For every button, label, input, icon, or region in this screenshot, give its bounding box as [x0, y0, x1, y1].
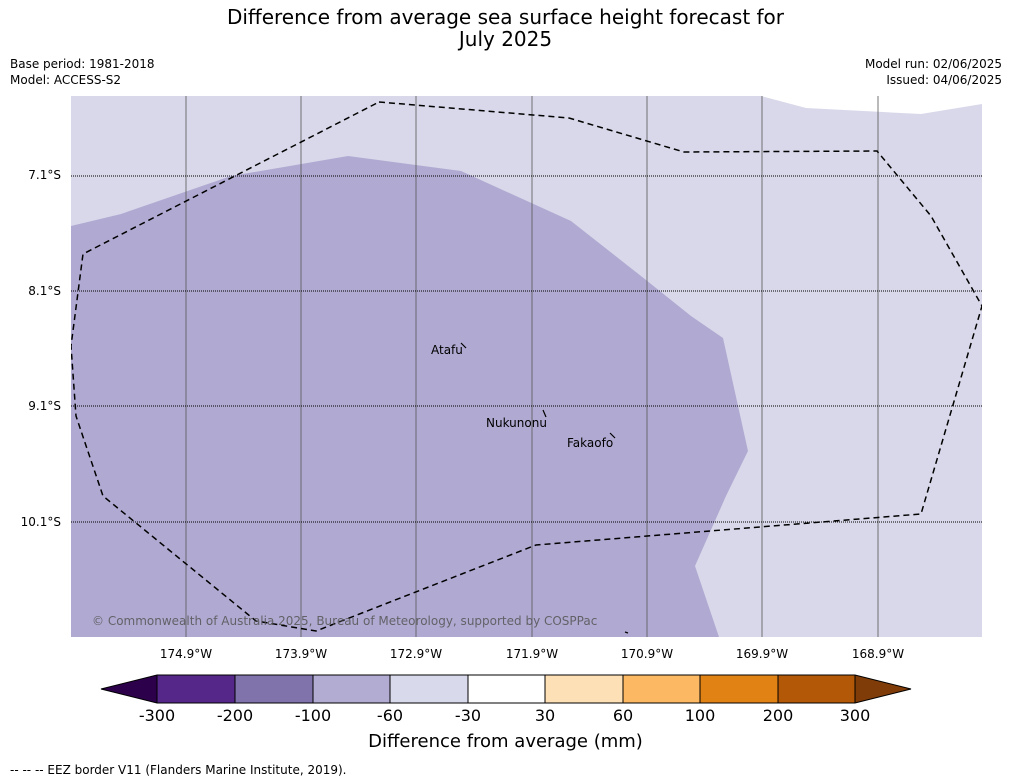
place-label-atafu: Atafu	[431, 343, 463, 357]
map-panel	[71, 96, 982, 637]
atafu-island	[460, 342, 467, 349]
colorbar-segment	[235, 675, 313, 703]
colorbar-tick: -300	[138, 706, 176, 725]
lon-label: 173.9°W	[274, 647, 328, 661]
fakaofo-island	[609, 432, 616, 439]
colorbar-tick: -100	[294, 706, 332, 725]
meta-left: Base period: 1981-2018 Model: ACCESS-S2	[10, 56, 155, 88]
lon-label: 168.9°W	[851, 647, 905, 661]
colorbar-segment	[157, 675, 235, 703]
dark-band-region	[71, 156, 748, 637]
model-run: Model run: 02/06/2025	[864, 57, 1002, 71]
nukunonu-island	[542, 409, 547, 418]
colorbar-segment	[623, 675, 700, 703]
lon-label: 174.9°W	[159, 647, 213, 661]
lat-label: 8.1°S	[28, 284, 61, 298]
colorbar	[100, 674, 912, 704]
eez-border-legend: -- -- -- EEZ border V11 (Flanders Marine…	[10, 763, 347, 777]
colorbar-segment	[390, 675, 468, 703]
colorbar-tick: -200	[216, 706, 254, 725]
place-label-fakaofo: Fakaofo	[567, 436, 614, 450]
lon-label: 171.9°W	[505, 647, 559, 661]
colorbar-tick: 60	[612, 706, 634, 725]
colorbar-tick: 200	[762, 706, 794, 725]
colorbar-tick: -30	[454, 706, 482, 725]
lon-label: 169.9°W	[735, 647, 789, 661]
neutral-region	[761, 96, 982, 114]
model-name: Model: ACCESS-S2	[10, 73, 122, 87]
lon-label: 170.9°W	[620, 647, 674, 661]
lat-label: 7.1°S	[28, 168, 61, 182]
title-line-1: Difference from average sea surface heig…	[226, 5, 785, 29]
title-line-2: July 2025	[458, 27, 553, 51]
chart-title: Difference from average sea surface heig…	[0, 6, 1011, 50]
meta-right: Model run: 02/06/2025 Issued: 04/06/2025	[865, 56, 1002, 88]
colorbar-extend-high	[855, 675, 911, 703]
colorbar-segment	[700, 675, 778, 703]
copyright-notice: © Commonwealth of Australia 2025, Bureau…	[92, 614, 598, 628]
colorbar-outline	[100, 674, 912, 704]
issued-date: Issued: 04/06/2025	[886, 73, 1002, 87]
place-label-nukunonu: Nukunonu	[486, 416, 547, 430]
colorbar-tick: 30	[534, 706, 556, 725]
base-period: Base period: 1981-2018	[10, 57, 155, 71]
small-island	[624, 631, 629, 634]
colorbar-tick: -60	[376, 706, 404, 725]
colorbar-segment	[468, 675, 545, 703]
lat-label: 10.1°S	[20, 515, 61, 529]
colorbar-segment	[778, 675, 855, 703]
lat-label: 9.1°S	[28, 399, 61, 413]
eez-border	[71, 101, 982, 632]
colorbar-segment	[545, 675, 623, 703]
colorbar-segment	[313, 675, 390, 703]
colorbar-tick: 300	[839, 706, 871, 725]
colorbar-tick: 100	[684, 706, 716, 725]
colorbar-label: Difference from average (mm)	[368, 731, 643, 752]
colorbar-extend-low	[101, 675, 157, 703]
meridian-lines	[185, 96, 879, 637]
lon-label: 172.9°W	[389, 647, 443, 661]
